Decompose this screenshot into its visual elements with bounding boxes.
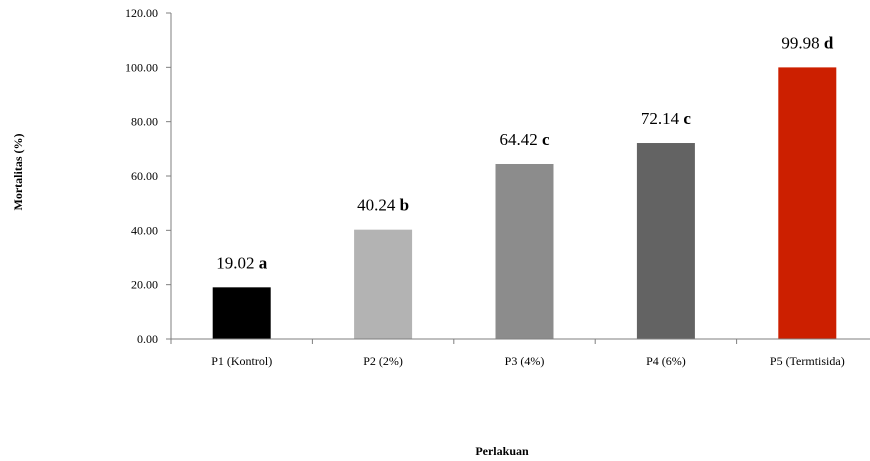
y-tick-label: 60.00	[131, 169, 158, 183]
bar-value: 19.02	[216, 253, 259, 272]
x-tick-label: P2 (2%)	[363, 354, 403, 368]
bar-value: 40.24	[357, 196, 400, 215]
y-axis-title: Mortalitas (%)	[11, 134, 25, 211]
bar	[778, 67, 837, 339]
bar-value: 99.98	[781, 33, 824, 52]
x-tick-label: P1 (Kontrol)	[211, 354, 272, 368]
significance-letter: c	[683, 109, 691, 128]
bar-value-label: 19.02 a	[216, 253, 268, 272]
y-tick-label: 0.00	[137, 332, 158, 346]
significance-letter: c	[542, 130, 550, 149]
y-tick-label: 40.00	[131, 223, 158, 237]
bars: 19.02 a40.24 b64.42 c72.14 c99.98 d	[212, 33, 837, 339]
significance-letter: d	[824, 33, 834, 52]
bar	[636, 143, 695, 339]
x-tick-label: P3 (4%)	[505, 354, 545, 368]
y-tick-label: 120.00	[125, 6, 158, 20]
x-tick-label: P5 (Termtisida)	[770, 354, 845, 368]
bar	[354, 229, 413, 339]
y-axis-ticks: 0.00 20.00 40.00 60.00 80.00 100.00 120.00	[125, 6, 171, 346]
bar-value: 72.14	[641, 109, 684, 128]
bar-value-label: 64.42 c	[499, 130, 550, 149]
y-tick-label: 100.00	[125, 60, 158, 74]
significance-letter: a	[259, 253, 268, 272]
x-tick-label: P4 (6%)	[646, 354, 686, 368]
significance-letter: b	[400, 196, 409, 215]
y-tick-label: 80.00	[131, 115, 158, 129]
y-tick-label: 20.00	[131, 278, 158, 292]
bar-value: 64.42	[499, 130, 542, 149]
bar-value-label: 72.14 c	[641, 109, 692, 128]
bar	[212, 287, 271, 339]
bar-value-label: 99.98 d	[781, 33, 834, 52]
x-axis-title: Perlakuan	[475, 444, 529, 458]
x-axis-ticks: P1 (Kontrol) P2 (2%) P3 (4%) P4 (6%) P5 (Ter…	[170, 339, 845, 368]
bar	[495, 163, 554, 339]
bar-value-label: 40.24 b	[357, 196, 409, 215]
